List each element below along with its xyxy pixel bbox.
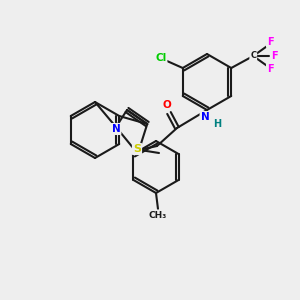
Text: CH₃: CH₃	[149, 211, 167, 220]
Text: C: C	[250, 50, 256, 59]
Text: F: F	[267, 64, 274, 74]
Text: F: F	[267, 37, 274, 47]
Text: S: S	[133, 144, 141, 154]
Text: F: F	[271, 51, 278, 61]
Text: H: H	[213, 119, 221, 129]
Text: N: N	[201, 112, 209, 122]
Text: O: O	[163, 100, 171, 110]
Text: N: N	[112, 124, 120, 134]
Text: Cl: Cl	[155, 53, 166, 63]
